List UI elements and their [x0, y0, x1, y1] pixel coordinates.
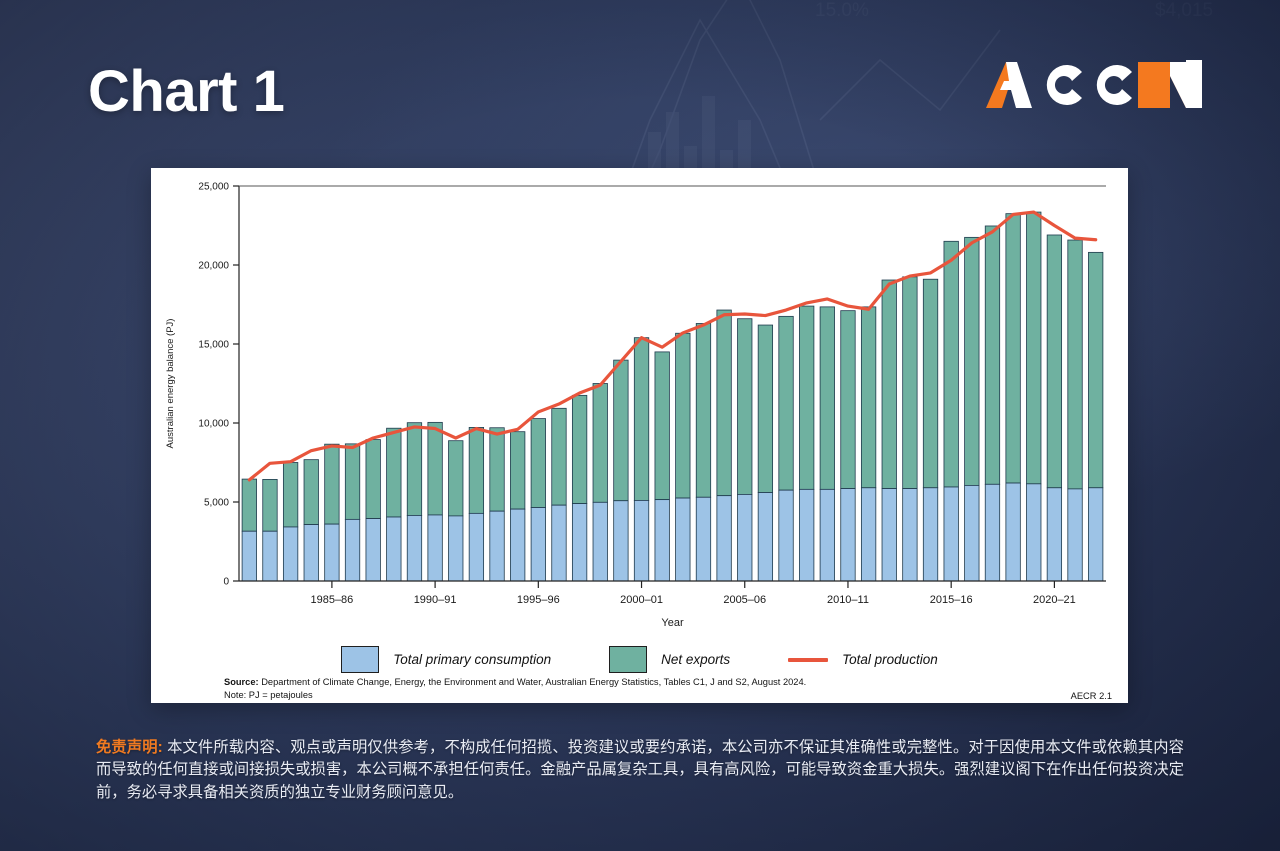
chart-bar [984, 225, 1001, 582]
y-axis-tick-label: 5,000 [204, 498, 229, 509]
disclaimer-content: 本文件所载内容、观点或声明仅供参考，不构成任何招揽、投资建议或要约承诺，本公司亦… [96, 739, 1184, 801]
chart-bar [427, 421, 443, 582]
chart-bar [964, 236, 980, 582]
chart-bar [282, 462, 299, 582]
chart-bar [241, 478, 257, 582]
legend-label-total-production: Total production [842, 652, 938, 667]
chart-bar [737, 318, 753, 582]
chart-bar [530, 418, 546, 582]
chart-bar [448, 440, 464, 582]
chart-bar [1026, 211, 1042, 582]
chart-bar [571, 394, 588, 582]
energy-balance-chart: 0 5,000 10,000 15,000 20,000 25,000 Australian… [165, 182, 1106, 629]
y-axis-tick-label: 15,000 [198, 340, 229, 351]
chart-bar [406, 422, 423, 582]
chart-bar [468, 427, 485, 582]
source-line: Source: Department of Climate Change, En… [224, 676, 1114, 689]
y-axis-tick-label: 10,000 [198, 419, 229, 430]
chart-bar [695, 323, 712, 582]
y-axis-tick-label: 20,000 [198, 261, 229, 272]
chart-bar [324, 443, 340, 582]
legend-swatch-consumption [341, 646, 380, 673]
chart-bar [344, 443, 361, 582]
source-text: Department of Climate Change, Energy, th… [258, 677, 807, 687]
legend-swatch-net-exports [609, 646, 648, 673]
chart-bar [840, 310, 856, 582]
accr-logo-mark [986, 60, 1202, 108]
y-axis-tick-label: 0 [223, 577, 229, 588]
accr-logo [986, 54, 1202, 110]
total-production-line [247, 210, 1098, 482]
chart-bar [262, 479, 278, 582]
chart-bar [592, 383, 608, 582]
chart-bar [799, 305, 815, 582]
chart-bar [1005, 213, 1021, 582]
chart-bar [675, 332, 691, 582]
disclaimer-banner: 免责声明: 本文件所载内容、观点或声明仅供参考，不构成任何招揽、投资建议或要约承… [0, 723, 1280, 851]
legend-label-consumption: Total primary consumption [393, 652, 552, 667]
page-title: Chart 1 [88, 59, 285, 124]
chart-bar [303, 459, 319, 582]
chart-footnotes: Source: Department of Climate Change, En… [224, 676, 1114, 702]
disclaimer-text: 免责声明: 本文件所载内容、观点或声明仅供参考，不构成任何招揽、投资建议或要约承… [96, 737, 1184, 804]
chart-bar [778, 315, 794, 582]
slide-header: Chart 1 [0, 0, 1280, 160]
chart-bar [757, 324, 774, 582]
legend-item-total-production: Total production [788, 652, 938, 667]
x-axis-tick-label: 2010–11 [827, 594, 869, 606]
chart-bar [819, 306, 835, 582]
chart-legend: Total primary consumption Net exports To… [151, 646, 1128, 673]
chart-bar [654, 351, 670, 582]
chart-bar [860, 306, 877, 582]
note-line: Note: PJ = petajoules [224, 690, 313, 701]
chart-bar [489, 427, 505, 582]
disclaimer-heading: 免责声明: [96, 739, 163, 756]
chart-bar [902, 276, 918, 582]
legend-item-consumption: Total primary consumption [341, 646, 551, 673]
legend-line-total-production [788, 657, 829, 662]
chart-plot-area: 0 5,000 10,000 15,000 20,000 25,000 Australian… [151, 168, 1128, 703]
legend-item-net-exports: Net exports [609, 646, 730, 673]
chart-bar [1046, 234, 1063, 582]
source-label: Source: [224, 677, 259, 687]
y-axis-tick-label: 25,000 [198, 182, 229, 193]
chart-bar [881, 279, 897, 582]
x-axis-tick-label: 1990–91 [414, 594, 457, 606]
chart-bar [386, 427, 402, 582]
x-axis-tick-label: 2015–16 [930, 594, 973, 606]
x-axis-tick-label: 2020–21 [1033, 594, 1076, 606]
chart-bar [1067, 239, 1083, 582]
x-axis-title: Year [661, 617, 684, 629]
chart-bar [633, 337, 650, 582]
legend-label-net-exports: Net exports [661, 652, 731, 667]
chart-bar [613, 359, 629, 582]
chart-bar [551, 407, 567, 582]
y-axis-title: Australian energy balance (PJ) [165, 319, 176, 449]
chart-bar [716, 309, 732, 582]
chart-bar [510, 431, 526, 582]
x-axis-tick-label: 1985–86 [310, 594, 353, 606]
x-axis-tick-label: 1995–96 [517, 594, 560, 606]
chart-bar [922, 278, 939, 582]
x-axis-tick-label: 2000–01 [620, 594, 663, 606]
chart-bar [943, 240, 959, 582]
chart-bar [365, 439, 381, 582]
aecr-version-tag: AECR 2.1 [1070, 691, 1112, 701]
chart-bar [1088, 251, 1104, 582]
chart-panel: 0 5,000 10,000 15,000 20,000 25,000 Australian… [151, 168, 1128, 703]
x-axis-tick-label: 2005–06 [723, 594, 766, 606]
